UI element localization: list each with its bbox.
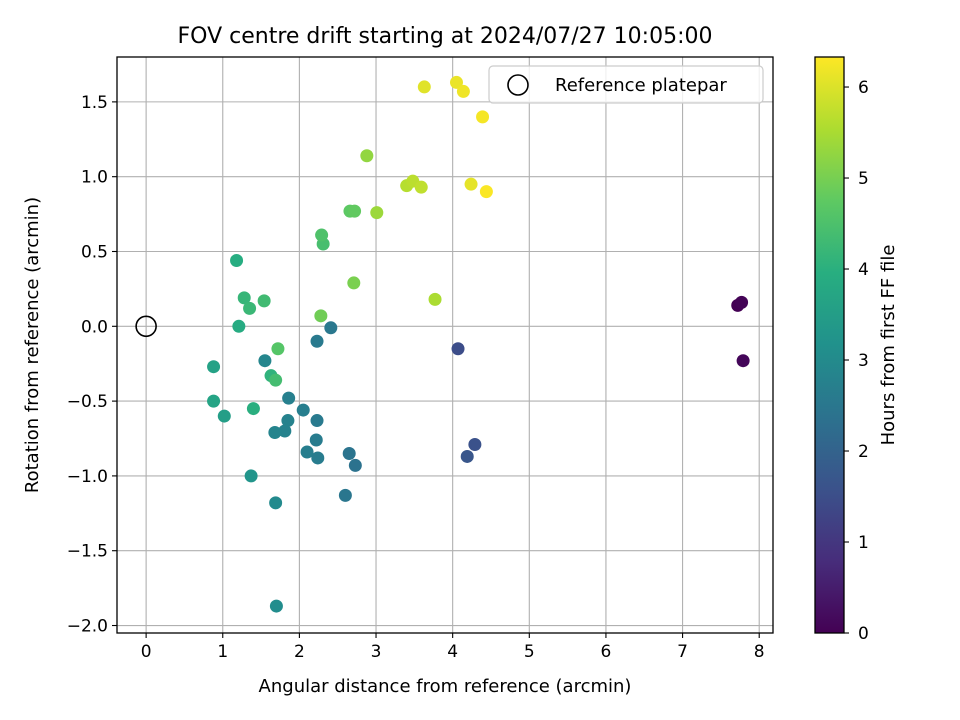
data-point xyxy=(414,180,428,194)
data-point xyxy=(257,294,271,308)
data-point xyxy=(271,342,285,356)
y-axis-label: Rotation from reference (arcmin) xyxy=(22,197,43,493)
data-point xyxy=(360,149,374,163)
data-point xyxy=(464,177,478,191)
data-point xyxy=(315,228,329,242)
x-tick-label: 3 xyxy=(371,642,382,662)
data-point xyxy=(310,334,324,348)
x-axis-label: Angular distance from reference (arcmin) xyxy=(259,676,632,697)
data-point xyxy=(309,433,323,447)
x-tick-label: 7 xyxy=(677,642,688,662)
x-tick-label: 2 xyxy=(294,642,305,662)
data-point xyxy=(735,295,749,309)
data-point xyxy=(296,403,310,417)
data-point xyxy=(258,354,272,368)
data-point xyxy=(449,75,463,89)
y-axis-ticks: −2.0 −1.5 −1.0 −0.5 0.0 0.5 1.0 1.5 xyxy=(67,93,117,637)
data-point xyxy=(281,414,295,428)
x-tick-label: 8 xyxy=(754,642,765,662)
colorbar-tick-label: 4 xyxy=(858,260,869,280)
data-point xyxy=(269,496,283,510)
colorbar-tick-label: 6 xyxy=(858,78,869,98)
y-tick-label: −2.0 xyxy=(67,617,108,637)
data-point xyxy=(217,409,231,423)
colorbar-ticks: 0 1 2 3 4 5 6 xyxy=(844,78,869,644)
data-point xyxy=(237,291,251,305)
colorbar xyxy=(814,56,845,634)
chart-title: FOV centre drift starting at 2024/07/27 … xyxy=(178,24,713,49)
data-point xyxy=(338,488,352,502)
data-point xyxy=(370,206,384,220)
legend-label: Reference platepar xyxy=(555,75,727,96)
data-point xyxy=(468,437,482,451)
data-point xyxy=(451,342,465,356)
data-point xyxy=(348,204,362,218)
y-tick-label: 1.0 xyxy=(81,168,108,188)
data-point xyxy=(347,276,361,290)
y-tick-label: 0.5 xyxy=(81,242,108,262)
reference-platepar-marker xyxy=(135,315,157,338)
data-point xyxy=(269,373,283,387)
data-point xyxy=(417,80,431,94)
x-tick-label: 4 xyxy=(447,642,458,662)
colorbar-tick-label: 2 xyxy=(858,442,869,462)
data-point xyxy=(348,458,362,472)
legend-box xyxy=(488,65,764,104)
x-axis-ticks: 0 1 2 3 4 5 6 7 8 xyxy=(141,633,765,662)
data-point xyxy=(311,451,325,465)
data-point xyxy=(736,354,750,368)
reference-marker-layer xyxy=(135,315,157,338)
y-tick-label: 0.0 xyxy=(81,317,108,337)
data-point xyxy=(207,360,221,374)
data-point xyxy=(232,319,246,333)
colorbar-label: Hours from first FF file xyxy=(878,245,899,446)
y-tick-label: −0.5 xyxy=(67,392,108,412)
data-point xyxy=(230,253,244,267)
data-point xyxy=(479,185,493,199)
data-point xyxy=(460,449,474,463)
y-tick-label: −1.5 xyxy=(67,542,108,562)
data-point xyxy=(207,394,221,408)
data-point xyxy=(246,402,260,416)
y-tick-label: 1.5 xyxy=(81,93,108,113)
data-point xyxy=(342,446,356,460)
data-point xyxy=(324,321,338,335)
data-point xyxy=(278,424,292,438)
x-tick-label: 6 xyxy=(601,642,612,662)
data-point xyxy=(300,445,314,459)
x-tick-label: 5 xyxy=(524,642,535,662)
data-point xyxy=(244,469,258,483)
data-point xyxy=(243,301,257,315)
legend: Reference platepar xyxy=(488,65,764,104)
data-point xyxy=(456,84,470,98)
plot-frame xyxy=(116,56,774,634)
x-tick-label: 0 xyxy=(141,642,152,662)
y-tick-label: −1.0 xyxy=(67,467,108,487)
colorbar-tick-label: 1 xyxy=(858,533,869,553)
data-point xyxy=(314,309,328,323)
legend-open-circle-icon xyxy=(507,74,529,96)
data-point xyxy=(310,414,324,428)
data-point xyxy=(428,292,442,306)
colorbar-tick-label: 5 xyxy=(858,169,869,189)
data-point xyxy=(476,110,490,124)
grid xyxy=(117,57,773,633)
colorbar-tick-label: 0 xyxy=(858,624,869,644)
x-tick-label: 1 xyxy=(217,642,228,662)
data-point xyxy=(268,426,282,440)
colorbar-tick-label: 3 xyxy=(858,351,869,371)
data-point xyxy=(269,599,283,613)
data-points xyxy=(207,75,750,613)
data-point xyxy=(282,391,296,405)
